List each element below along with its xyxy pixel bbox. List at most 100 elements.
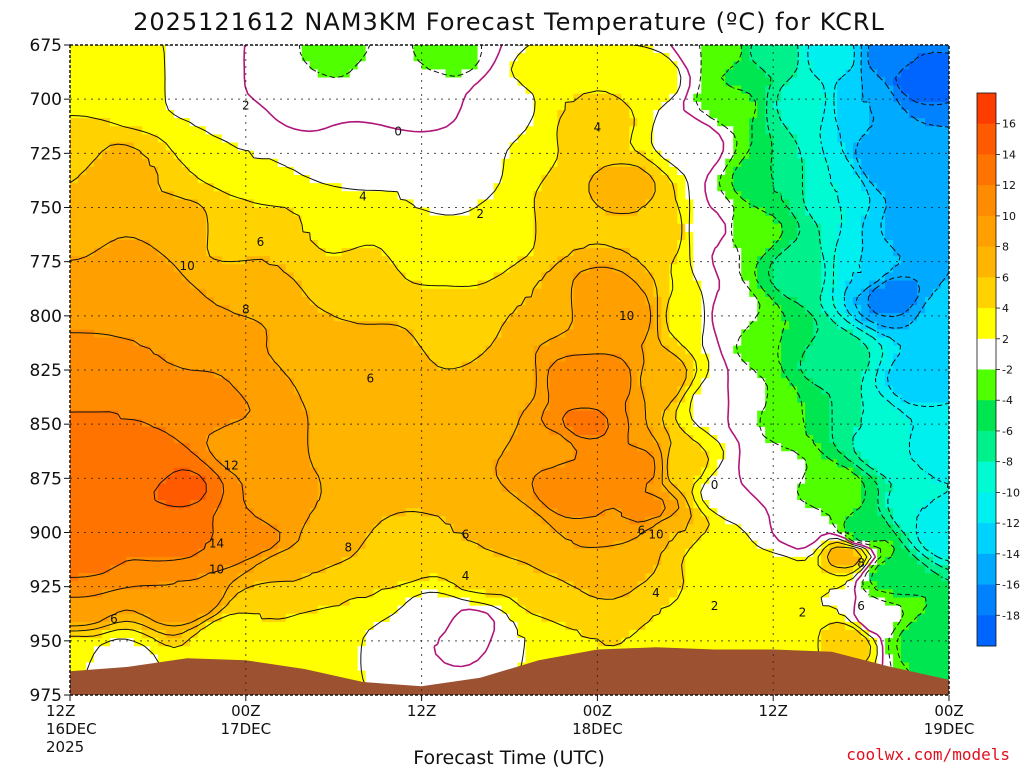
field-cell	[253, 370, 263, 379]
field-cell	[733, 215, 742, 225]
field-cell	[429, 191, 439, 200]
field-cell	[837, 77, 846, 87]
field-cell	[245, 93, 255, 103]
field-cell	[925, 126, 934, 135]
field-cell	[197, 110, 207, 119]
field-cell	[117, 296, 127, 306]
field-cell	[621, 321, 630, 330]
field-cell	[333, 280, 343, 290]
field-cell	[333, 118, 343, 127]
field-cell	[917, 126, 926, 135]
field-cell	[269, 240, 279, 249]
field-cell	[461, 345, 471, 355]
field-cell	[101, 61, 111, 70]
field-cell	[541, 126, 551, 135]
field-cell	[389, 101, 399, 111]
field-cell	[589, 353, 598, 363]
field-cell	[573, 248, 583, 257]
field-cell	[437, 345, 447, 355]
field-cell	[909, 110, 918, 119]
field-cell	[413, 158, 423, 168]
field-cell	[637, 361, 646, 371]
field-cell	[853, 126, 862, 135]
field-cell	[133, 223, 143, 233]
field-cell	[229, 93, 239, 103]
field-cell	[733, 126, 742, 135]
field-cell	[533, 45, 543, 54]
field-cell	[293, 85, 303, 95]
field-cell	[733, 345, 742, 355]
field-cell	[789, 280, 798, 290]
field-cell	[469, 264, 479, 274]
field-cell	[605, 305, 614, 314]
field-cell	[421, 370, 431, 379]
field-cell	[421, 345, 431, 355]
field-cell	[821, 264, 830, 274]
field-cell	[125, 305, 135, 314]
field-cell	[141, 370, 151, 379]
field-cell	[149, 69, 159, 79]
field-cell	[693, 394, 702, 404]
field-cell	[741, 378, 750, 387]
field-cell	[237, 166, 247, 176]
field-cell	[933, 288, 942, 298]
field-cell	[165, 61, 175, 70]
field-cell	[733, 361, 742, 371]
field-cell	[373, 110, 383, 119]
field-cell	[301, 313, 311, 322]
field-cell	[917, 207, 926, 217]
field-cell	[397, 256, 407, 265]
field-cell	[397, 158, 407, 168]
field-cell	[461, 215, 471, 225]
field-cell	[157, 345, 167, 355]
field-cell	[605, 183, 614, 192]
field-cell	[133, 280, 143, 290]
field-cell	[261, 223, 271, 233]
field-cell	[317, 134, 327, 144]
field-cell	[725, 134, 734, 144]
field-cell	[229, 370, 239, 379]
field-cell	[245, 199, 255, 209]
field-cell	[781, 280, 790, 290]
field-cell	[181, 53, 191, 62]
field-cell	[509, 256, 519, 265]
field-cell	[349, 223, 359, 233]
field-cell	[245, 264, 255, 274]
field-cell	[773, 45, 782, 54]
field-cell	[93, 378, 103, 387]
field-cell	[677, 402, 686, 412]
field-cell	[765, 378, 774, 387]
field-cell	[181, 329, 191, 339]
field-cell	[205, 69, 215, 79]
field-cell	[653, 45, 662, 54]
field-cell	[605, 296, 614, 306]
field-cell	[413, 272, 423, 282]
field-cell	[605, 386, 614, 395]
field-cell	[605, 321, 614, 330]
field-cell	[789, 53, 798, 62]
field-cell	[709, 69, 718, 79]
field-cell	[925, 158, 934, 168]
field-cell	[901, 142, 910, 152]
field-cell	[717, 321, 726, 330]
field-cell	[221, 150, 231, 160]
field-cell	[437, 85, 447, 95]
field-cell	[429, 321, 439, 330]
field-cell	[333, 199, 343, 209]
field-cell	[837, 231, 846, 241]
field-cell	[101, 53, 111, 62]
field-cell	[525, 85, 535, 95]
field-cell	[917, 69, 926, 79]
field-cell	[901, 158, 910, 168]
field-cell	[693, 280, 702, 290]
field-cell	[829, 142, 838, 152]
field-cell	[941, 223, 949, 233]
field-cell	[701, 353, 710, 363]
field-cell	[445, 386, 455, 395]
field-cell	[901, 215, 910, 225]
field-cell	[181, 240, 191, 249]
field-cell	[181, 394, 191, 404]
field-cell	[765, 158, 774, 168]
field-cell	[397, 183, 407, 192]
field-cell	[661, 53, 670, 62]
